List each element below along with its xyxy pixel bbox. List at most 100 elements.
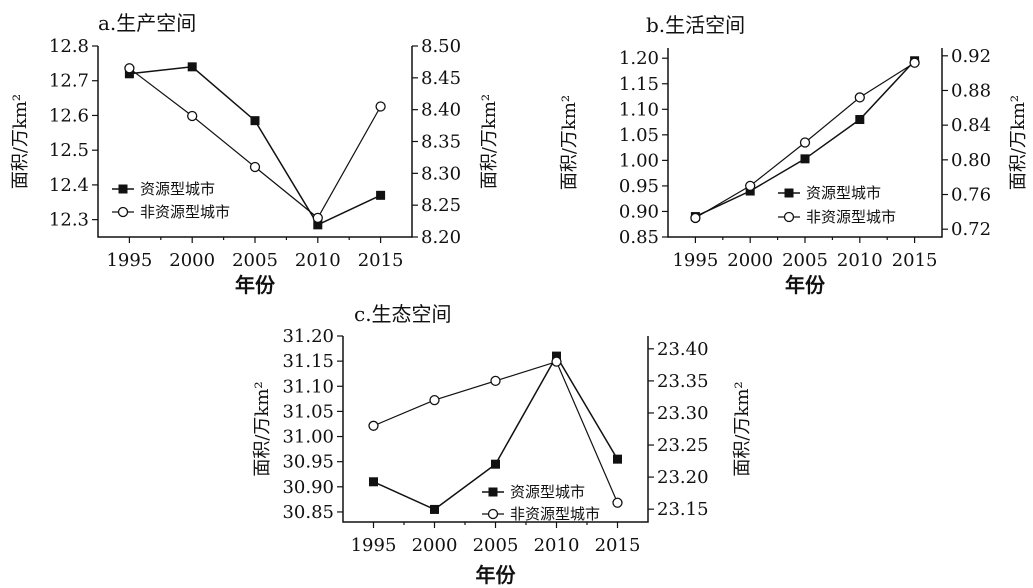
y-right-tick-label: 8.45 bbox=[421, 68, 461, 89]
chart-title: b.生活空间 bbox=[646, 13, 745, 37]
y-right-tick-label: 23.15 bbox=[657, 499, 709, 520]
data-point-circle bbox=[612, 497, 623, 508]
y-right-tick-label: 23.30 bbox=[657, 403, 709, 424]
y-left-tick-label: 12.5 bbox=[49, 140, 89, 161]
data-point-square bbox=[313, 220, 323, 230]
y-left-tick-label: 0.90 bbox=[619, 201, 659, 222]
x-tick-label: 2000 bbox=[727, 250, 773, 271]
legend-marker-square bbox=[784, 188, 794, 198]
data-point-circle bbox=[690, 212, 701, 224]
data-point-square bbox=[800, 154, 810, 164]
x-axis-title: 年份 bbox=[235, 273, 276, 297]
data-point-square bbox=[124, 69, 134, 79]
x-tick-label: 2005 bbox=[232, 250, 278, 271]
y-left-tick-label: 1.00 bbox=[619, 150, 659, 171]
x-tick-label: 2010 bbox=[534, 535, 580, 556]
y-left-axis-title: 面积/万km² bbox=[10, 94, 31, 189]
x-tick-label: 1995 bbox=[106, 250, 152, 271]
x-tick-label: 1995 bbox=[351, 535, 397, 556]
y-right-tick-label: 0.80 bbox=[951, 150, 991, 171]
y-right-tick-label: 23.25 bbox=[657, 435, 709, 456]
y-left-tick-label: 1.10 bbox=[619, 99, 659, 120]
data-point-circle bbox=[368, 420, 379, 431]
data-point-square bbox=[491, 459, 500, 469]
y-right-tick-label: 8.20 bbox=[421, 227, 461, 248]
y-left-tick-label: 31.20 bbox=[282, 326, 334, 347]
y-right-tick-label: 0.72 bbox=[951, 219, 991, 240]
x-tick-label: 1995 bbox=[672, 250, 718, 271]
y-left-tick-label: 30.95 bbox=[282, 452, 334, 473]
y-left-tick-label: 1.15 bbox=[619, 74, 659, 95]
legend-marker-circle bbox=[117, 206, 129, 218]
y-left-tick-label: 31.05 bbox=[282, 401, 334, 422]
y-left-tick-label: 12.6 bbox=[49, 105, 89, 126]
legend-marker-circle bbox=[783, 211, 795, 223]
chart-a: a.生产空间 1995 2000 2005 2010 2015 12.3 12.4 12.5 12… bbox=[10, 11, 500, 297]
x-tick-label: 2010 bbox=[837, 250, 883, 271]
chart-title: c.生态空间 bbox=[354, 302, 452, 326]
y-left-tick-label: 31.10 bbox=[282, 376, 334, 397]
data-point-square bbox=[187, 62, 197, 72]
y-right-tick-label: 8.35 bbox=[421, 132, 461, 153]
legend-item: 资源型城市 bbox=[778, 184, 881, 202]
y-left-tick-label: 31.00 bbox=[282, 427, 334, 448]
data-point-square bbox=[376, 190, 386, 200]
y-left-tick-label: 0.85 bbox=[619, 227, 659, 248]
legend-item: 资源型城市 bbox=[482, 483, 585, 501]
y-right-tick-label: 0.88 bbox=[951, 80, 991, 101]
y-right-axis-title: 面积/万km² bbox=[732, 381, 753, 476]
y-left-tick-label: 30.85 bbox=[282, 502, 334, 523]
data-point-square bbox=[613, 454, 622, 464]
data-point-circle bbox=[551, 356, 562, 367]
legend-item: 非资源型城市 bbox=[112, 203, 230, 221]
data-point-circle bbox=[745, 180, 756, 191]
y-left-tick-label: 1.05 bbox=[619, 125, 659, 146]
legend-item: 非资源型城市 bbox=[778, 208, 896, 226]
y-right-tick-label: 0.92 bbox=[951, 46, 991, 67]
y-right-tick-label: 8.50 bbox=[421, 36, 461, 57]
y-left-tick-label: 0.95 bbox=[619, 176, 659, 197]
y-left-tick-label: 12.7 bbox=[49, 71, 89, 92]
data-point-circle bbox=[854, 92, 865, 103]
x-axis-title: 年份 bbox=[785, 273, 826, 297]
data-point-square bbox=[855, 115, 865, 125]
x-tick-label: 2015 bbox=[595, 535, 641, 556]
data-point-circle bbox=[249, 161, 261, 173]
data-point-circle bbox=[909, 57, 920, 68]
y-right-tick-label: 8.25 bbox=[421, 195, 461, 216]
y-right-tick-label: 23.40 bbox=[657, 339, 709, 360]
legend-label: 非资源型城市 bbox=[140, 203, 230, 221]
x-tick-label: 2015 bbox=[892, 250, 938, 271]
y-right-tick-label: 8.30 bbox=[421, 163, 461, 184]
data-point-circle bbox=[799, 137, 811, 148]
x-tick-label: 2000 bbox=[169, 250, 215, 271]
data-point-square bbox=[250, 116, 260, 126]
series-line-resource bbox=[129, 66, 381, 226]
legend-item: 非资源型城市 bbox=[482, 505, 600, 523]
legend-label: 非资源型城市 bbox=[806, 208, 896, 226]
data-point-circle bbox=[429, 394, 440, 406]
legend-label: 资源型城市 bbox=[140, 180, 215, 198]
data-point-square bbox=[552, 351, 561, 361]
y-left-tick-label: 30.90 bbox=[282, 477, 334, 498]
data-point-circle bbox=[490, 375, 501, 387]
legend-marker-circle bbox=[487, 508, 499, 520]
data-point-square bbox=[745, 186, 755, 196]
legend-item: 资源型城市 bbox=[112, 180, 215, 198]
y-right-tick-label: 0.84 bbox=[951, 115, 991, 136]
y-left-tick-label: 12.3 bbox=[49, 210, 89, 231]
y-right-tick-label: 0.76 bbox=[951, 185, 991, 206]
y-right-tick-label: 23.20 bbox=[657, 467, 709, 488]
data-point-circle bbox=[312, 212, 323, 224]
y-left-tick-label: 12.4 bbox=[49, 175, 89, 196]
x-tick-label: 2015 bbox=[358, 250, 404, 271]
chart-b: b.生活空间 1995 2000 2005 2010 2015 0.85 0.90 0.95 1.… bbox=[559, 13, 1029, 297]
y-left-tick-label: 31.15 bbox=[282, 351, 334, 372]
y-right-tick-label: 8.40 bbox=[421, 100, 461, 121]
legend-label: 资源型城市 bbox=[806, 184, 881, 202]
data-point-circle bbox=[124, 63, 135, 74]
x-tick-label: 2000 bbox=[412, 535, 458, 556]
x-tick-label: 2010 bbox=[295, 250, 341, 271]
x-axis-title: 年份 bbox=[476, 563, 517, 587]
